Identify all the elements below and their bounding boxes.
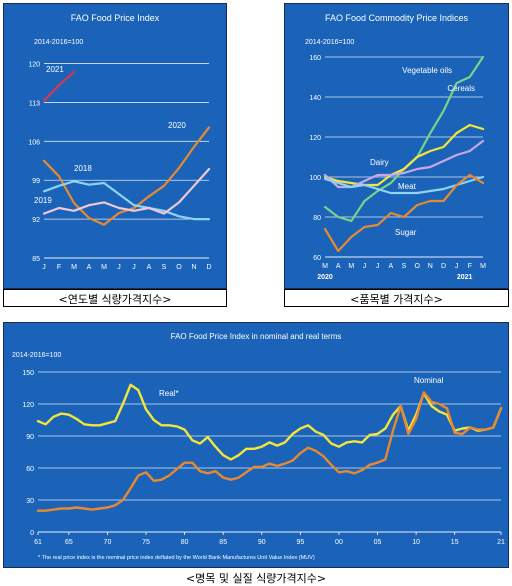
- y-tick-label: 90: [26, 434, 34, 441]
- y-tick-label: 113: [29, 100, 40, 107]
- x-tick-label: 80: [181, 539, 189, 546]
- y-tick-label: 120: [28, 62, 40, 69]
- series-line-sugar: [323, 173, 485, 253]
- nominal-real-chart: FAO Food Price Index in nominal and real…: [4, 323, 508, 567]
- series-label-sugar: Sugar: [395, 228, 417, 237]
- x-tick-label: A: [147, 264, 152, 271]
- x-tick-label: M: [348, 263, 354, 270]
- x-group-label: 2020: [317, 274, 333, 281]
- series-label-real: Real*: [159, 389, 179, 398]
- x-tick-label: D: [206, 264, 211, 271]
- x-tick-label: M: [71, 264, 77, 271]
- x-group-label: 2021: [457, 274, 473, 281]
- caption-bottom: <명목 및 실질 식량가격지수>: [185, 572, 327, 585]
- caption-box-right: [284, 289, 509, 307]
- caption-box-left: [3, 289, 227, 307]
- x-tick-label: 70: [104, 539, 112, 546]
- x-tick-label: N: [428, 263, 433, 270]
- series-label-nominal: Nominal: [414, 376, 444, 385]
- y-tick-label: 60: [26, 466, 34, 473]
- x-tick-label: D: [441, 263, 446, 270]
- y-tick-label: 106: [28, 139, 40, 146]
- x-tick-label: F: [468, 263, 472, 270]
- x-tick-label: A: [336, 263, 341, 270]
- chart-panel-commodity: FAO Food Commodity Price Indices 2014-201…: [284, 3, 509, 289]
- series-line-2019: [42, 168, 211, 215]
- x-tick-label: A: [388, 263, 393, 270]
- series-label-2020: 2020: [168, 121, 186, 130]
- x-tick-label: O: [176, 264, 182, 271]
- y-tick-label: 99: [32, 178, 40, 185]
- series-label-meat: Meat: [398, 182, 417, 191]
- x-tick-label: J: [132, 264, 136, 271]
- caption-right: <품목별 가격지수>: [350, 293, 443, 306]
- x-tick-label: 75: [142, 539, 150, 546]
- chart-background: [285, 4, 508, 288]
- y-tick-label: 85: [32, 256, 40, 263]
- x-tick-label: M: [101, 264, 107, 271]
- x-tick-label: S: [402, 263, 407, 270]
- x-tick-label: J: [117, 264, 121, 271]
- x-tick-label: 00: [335, 539, 343, 546]
- unit-label: 2014-2016=100: [12, 352, 61, 359]
- x-tick-label: 21: [497, 539, 505, 546]
- series-label-2019: 2019: [34, 196, 52, 205]
- chart-background: [4, 4, 226, 288]
- x-tick-label: J: [363, 263, 367, 270]
- series-label-2018: 2018: [74, 164, 92, 173]
- chart-panel-nominal-real: FAO Food Price Index in nominal and real…: [3, 322, 509, 568]
- series-label-2021: 2021: [46, 65, 64, 74]
- footnote: * The real price index is the nominal pr…: [38, 555, 315, 561]
- y-tick-label: 160: [309, 55, 321, 62]
- yearly-food-price-chart: FAO Food Price Index 2014-2016=100 85 92 99 1…: [4, 4, 226, 288]
- x-tick-label: 10: [412, 539, 420, 546]
- y-tick-label: 140: [309, 95, 321, 102]
- series-label-vegetable-oils: Vegetable oils: [402, 66, 452, 75]
- series-line-nominal: [36, 391, 503, 512]
- y-tick-label: 0: [30, 530, 34, 537]
- x-tick-label: M: [322, 263, 328, 270]
- x-tick-label: 85: [219, 539, 227, 546]
- x-tick-label: A: [87, 264, 92, 271]
- x-tick-label: S: [162, 264, 167, 271]
- series-line-cereals: [323, 123, 485, 187]
- x-tick-label: M: [480, 263, 486, 270]
- series-label-dairy: Dairy: [370, 158, 389, 167]
- x-tick-label: J: [455, 263, 459, 270]
- unit-label: 2014-2016=100: [305, 39, 354, 46]
- x-tick-label: 15: [451, 539, 459, 546]
- y-tick-label: 92: [32, 217, 40, 224]
- chart-panel-yearly: FAO Food Price Index 2014-2016=100 85 92 99 1…: [3, 3, 227, 289]
- caption-left: <연도별 식량가격지수>: [58, 293, 172, 306]
- x-tick-label: N: [191, 264, 196, 271]
- y-tick-label: 150: [22, 370, 34, 377]
- chart-background: [4, 323, 508, 567]
- x-tick-label: 65: [65, 539, 73, 546]
- chart-title: FAO Food Commodity Price Indices: [325, 13, 469, 23]
- chart-title: FAO Food Price Index in nominal and real…: [171, 332, 342, 341]
- series-line-2021: [42, 70, 76, 102]
- y-tick-label: 30: [26, 498, 34, 505]
- commodity-price-chart: FAO Food Commodity Price Indices 2014-201…: [285, 4, 508, 288]
- x-tick-label: F: [57, 264, 61, 271]
- series-line-2018: [42, 180, 211, 221]
- x-tick-label: J: [376, 263, 380, 270]
- x-tick-label: O: [414, 263, 420, 270]
- y-tick-label: 120: [22, 402, 34, 409]
- chart-title: FAO Food Price Index: [71, 13, 160, 23]
- y-tick-label: 80: [313, 215, 321, 222]
- series-label-cereals: Cereals: [447, 84, 475, 93]
- x-tick-label: J: [42, 264, 46, 271]
- x-tick-label: 90: [258, 539, 266, 546]
- x-tick-label: 61: [34, 539, 42, 546]
- x-tick-label: 95: [296, 539, 304, 546]
- y-tick-label: 60: [313, 255, 321, 262]
- unit-label: 2014-2016=100: [34, 39, 83, 46]
- x-tick-label: 05: [374, 539, 382, 546]
- y-tick-label: 100: [309, 175, 321, 182]
- y-tick-label: 120: [309, 135, 321, 142]
